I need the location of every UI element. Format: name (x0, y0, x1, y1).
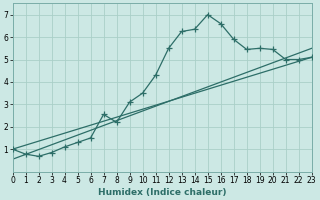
X-axis label: Humidex (Indice chaleur): Humidex (Indice chaleur) (98, 188, 226, 197)
